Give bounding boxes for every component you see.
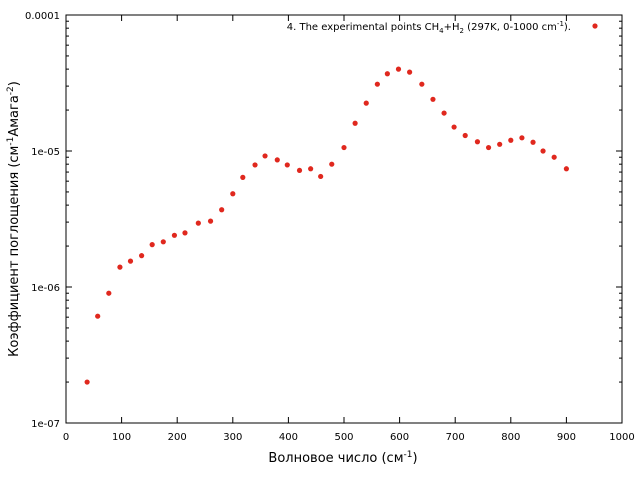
data-point [485, 144, 492, 151]
data-point [160, 239, 166, 245]
data-point [430, 96, 436, 102]
data-point [551, 154, 557, 160]
y-tick-label: 0.0001 [25, 11, 60, 22]
data-point [219, 207, 225, 213]
data-point [419, 81, 425, 87]
data-point [530, 139, 536, 145]
data-point [171, 232, 178, 238]
data-point [139, 253, 145, 259]
x-tick-label: 800 [501, 432, 520, 443]
data-point [563, 166, 570, 172]
data-point [341, 144, 347, 151]
data-point [106, 290, 112, 296]
legend-label: 4. The experimental points CH4+H2 (297K,… [287, 20, 571, 35]
data-point [441, 110, 447, 116]
data-point [262, 153, 268, 159]
data-point [363, 100, 369, 106]
data-point [127, 258, 134, 264]
y-tick-label: 1e-05 [31, 147, 60, 158]
data-point [352, 120, 358, 126]
y-tick-label: 1e-07 [31, 419, 60, 430]
data-point [407, 69, 413, 75]
data-point [195, 220, 201, 226]
legend-marker [592, 23, 598, 29]
y-axis-ticks: 1e-07 1e-06 1e-05 0.0001 [25, 11, 622, 430]
data-point [95, 313, 101, 319]
data-point [451, 124, 457, 130]
legend: 4. The experimental points CH4+H2 (297K,… [287, 20, 598, 35]
x-tick-label: 600 [390, 432, 409, 443]
data-point [474, 139, 481, 145]
data-point [395, 66, 402, 72]
x-tick-label: 0 [63, 432, 69, 443]
data-point [296, 167, 303, 174]
data-point [384, 71, 390, 77]
data-point [284, 162, 290, 168]
plot-frame [65, 14, 623, 424]
data-point [207, 218, 214, 224]
x-tick-label: 400 [279, 432, 298, 443]
data-point [84, 379, 90, 385]
data-point [508, 137, 514, 143]
data-point [182, 230, 188, 236]
x-tick-label: 700 [446, 432, 465, 443]
data-point [149, 242, 155, 248]
data-point [308, 166, 314, 172]
y-axis-title: Коэффициент поглощения (см-1Амага-2) [6, 81, 22, 357]
x-tick-label: 1000 [609, 432, 634, 443]
x-axis-title: Волновое число (см-1) [268, 450, 417, 466]
data-point [240, 174, 246, 180]
data-point [252, 162, 258, 168]
x-tick-label: 200 [168, 432, 187, 443]
data-point [462, 132, 468, 139]
data-point [274, 157, 280, 163]
data-point [117, 264, 123, 270]
x-tick-label: 500 [334, 432, 353, 443]
data-point [318, 173, 324, 180]
x-tick-label: 900 [557, 432, 576, 443]
data-point [329, 161, 335, 167]
x-tick-label: 300 [223, 432, 242, 443]
x-axis-ticks: 0 100 200 300 400 500 600 700 800 900 1000 [63, 15, 635, 443]
y-tick-label: 1e-06 [31, 283, 60, 294]
data-point [540, 148, 546, 154]
data-points [84, 66, 570, 385]
data-point [374, 81, 380, 87]
data-point [497, 141, 503, 147]
x-tick-label: 100 [112, 432, 131, 443]
data-point [230, 191, 236, 197]
data-point [519, 135, 525, 141]
